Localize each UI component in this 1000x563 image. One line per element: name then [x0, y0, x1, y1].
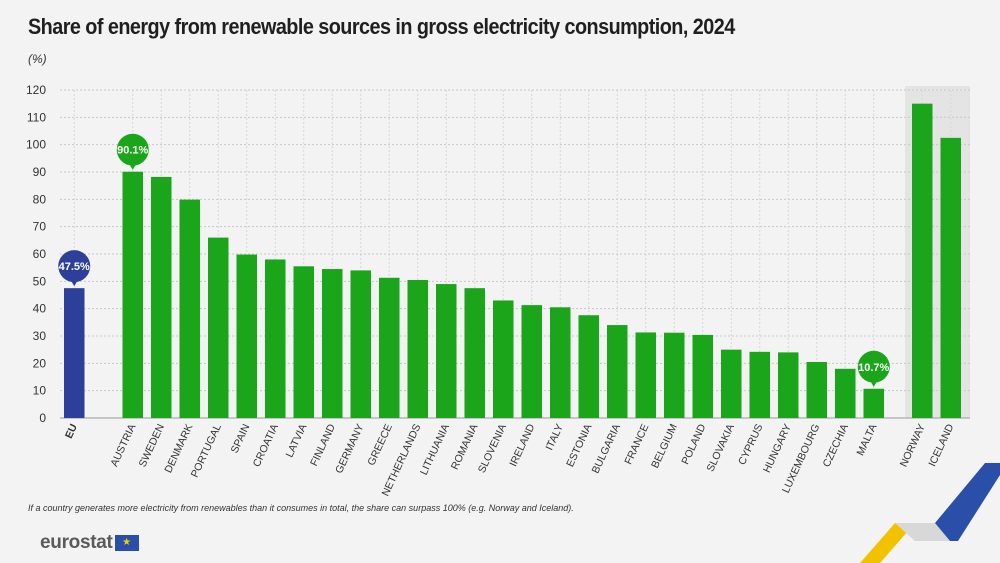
data-label: 10.7%	[858, 362, 889, 374]
y-tick-label: 110	[27, 110, 46, 124]
category-label: DENMARK	[162, 422, 195, 475]
category-label: GERMANY	[333, 422, 366, 475]
category-label: LATVIA	[284, 422, 310, 459]
bar-germany	[350, 270, 371, 418]
y-tick-label: 70	[33, 220, 47, 234]
bar-malta	[863, 388, 884, 418]
y-tick-label: 20	[33, 356, 47, 370]
bar-eu	[64, 288, 85, 418]
category-label: SPAIN	[229, 422, 253, 455]
bar-slovenia	[493, 300, 514, 418]
bar-austria	[122, 171, 143, 418]
data-label: 47.5%	[59, 261, 90, 273]
bar-italy	[550, 307, 571, 418]
y-tick-label: 0	[39, 411, 46, 425]
y-axis-unit: (%)	[28, 52, 47, 66]
callout-bubble	[58, 250, 91, 283]
category-label: BULGARIA	[590, 422, 623, 475]
category-label: CYPRUS	[736, 422, 765, 467]
eurostat-logo: eurostat ★	[40, 532, 139, 554]
bar-france	[635, 332, 656, 418]
eu-flag-icon: ★	[114, 535, 139, 551]
bar-latvia	[293, 266, 314, 418]
bar-chart: 0 10 20 30 40 50 60 70 80 90 100 110 120 EU AUSTRIASW…	[26, 83, 970, 498]
y-tick-label: 40	[33, 302, 47, 316]
y-tick-label: 120	[26, 83, 46, 97]
bar-sweden	[151, 176, 172, 418]
bar-cyprus	[749, 351, 770, 418]
bar-romania	[464, 288, 485, 418]
y-tick-label: 10	[33, 384, 47, 398]
category-label: FRANCE	[622, 422, 651, 466]
category-label: BELGIUM	[649, 422, 680, 470]
bar-lithuania	[436, 284, 457, 418]
bar-norway	[912, 103, 933, 419]
category-label: ICELAND	[926, 422, 956, 469]
bar-croatia	[265, 259, 286, 418]
category-label: HUNGARY	[761, 422, 794, 474]
category-label: MALTA	[854, 422, 879, 457]
bar-spain	[236, 254, 257, 418]
y-tick-label: 100	[26, 138, 46, 152]
bar-netherlands	[407, 279, 428, 418]
bar-czechia	[835, 368, 856, 418]
decorative-ribbon-icon	[860, 463, 1000, 563]
logo-text: eurostat	[40, 532, 113, 553]
bar-luxembourg	[806, 361, 827, 418]
category-label: NORWAY	[898, 422, 928, 469]
y-tick-label: 50	[33, 274, 47, 288]
bar-poland	[692, 334, 713, 418]
category-label: ESTONIA	[564, 422, 594, 469]
category-label: SWEDEN	[137, 422, 167, 469]
bar-iceland	[940, 137, 961, 419]
bar-bulgaria	[607, 325, 628, 418]
bar-estonia	[578, 315, 599, 418]
bar-portugal	[208, 237, 229, 418]
category-label: EU	[63, 422, 80, 440]
category-label: GREECE	[365, 422, 395, 467]
category-label: POLAND	[679, 422, 708, 467]
category-label: IRELAND	[507, 422, 537, 469]
bar-slovakia	[721, 349, 742, 418]
category-label: PORTUGAL	[189, 422, 224, 479]
category-label: CROATIA	[251, 422, 281, 469]
y-tick-label: 60	[33, 247, 47, 261]
category-label: LITHUANIA	[418, 422, 452, 477]
category-label: SLOVAKIA	[704, 422, 737, 473]
category-label: ITALY	[543, 422, 566, 452]
bar-finland	[322, 269, 343, 418]
y-tick-label: 90	[33, 165, 47, 179]
category-label: SLOVENIA	[476, 422, 509, 475]
callout-bubble	[857, 350, 890, 383]
bar-belgium	[664, 332, 685, 418]
y-tick-label: 80	[33, 192, 47, 206]
category-label: ROMANIA	[449, 422, 481, 471]
category-label: FINLAND	[308, 422, 338, 468]
y-tick-label: 30	[33, 329, 47, 343]
bar-hungary	[778, 352, 799, 418]
category-label: AUSTRIA	[108, 422, 138, 468]
footnote: If a country generates more electricity …	[28, 503, 574, 513]
bar-denmark	[179, 199, 200, 418]
bar-ireland	[521, 305, 542, 418]
chart-title: Share of energy from renewable sources i…	[28, 14, 735, 39]
data-label: 90.1%	[117, 145, 148, 157]
bar-greece	[379, 277, 400, 418]
callout-bubble	[116, 133, 149, 166]
